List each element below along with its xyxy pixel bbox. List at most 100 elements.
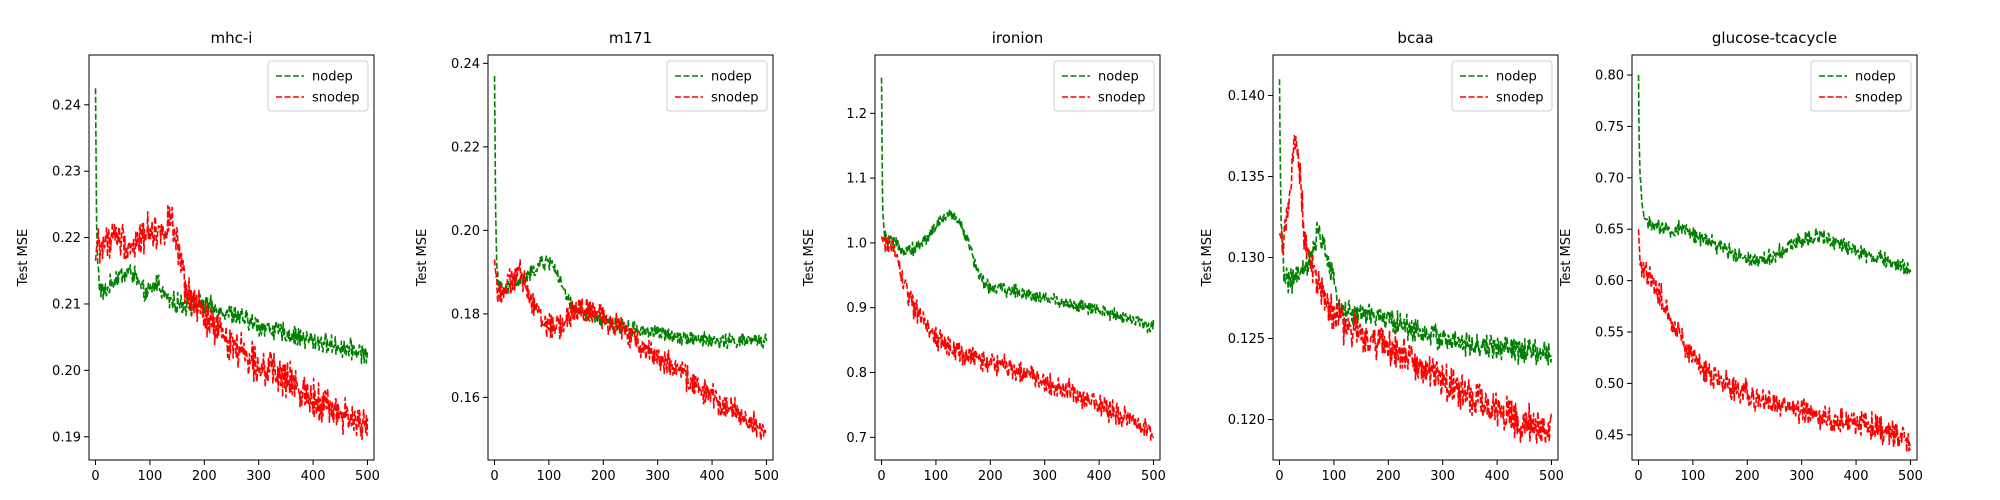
x-tick-label: 0	[1275, 469, 1283, 484]
legend-box	[267, 60, 369, 112]
x-tick-label: 100	[1681, 469, 1706, 484]
y-axis-label: Test MSE	[802, 229, 817, 287]
x-tick-label: 100	[1322, 469, 1347, 484]
y-tick-label: 0.21	[52, 297, 81, 312]
x-tick-label: 400	[301, 469, 326, 484]
legend-label-nodep: nodep	[1098, 70, 1139, 85]
y-tick-label: 1.1	[846, 172, 867, 187]
x-tick-label: 300	[1789, 469, 1814, 484]
x-tick-label: 300	[1032, 469, 1057, 484]
x-tick-label: 100	[537, 469, 562, 484]
series-line-snodep	[880, 234, 1155, 441]
x-tick-label: 300	[645, 469, 670, 484]
chart-title: m171	[609, 29, 652, 47]
y-tick-label: 0.60	[1595, 274, 1624, 289]
legend-label-nodep: nodep	[711, 70, 752, 85]
x-tick-label: 200	[978, 469, 1003, 484]
x-tick-label: 100	[924, 469, 949, 484]
chart-panel-0: mhc-i Test MSE 0 100 200 300 400 500 0.19 0.20 0.2…	[16, 29, 380, 484]
x-tick-label: 0	[91, 469, 99, 484]
y-tick-label: 0.7	[846, 431, 867, 446]
y-tick-label: 0.80	[1595, 69, 1624, 84]
y-tick-label: 0.9	[846, 301, 867, 316]
x-tick-label: 200	[1376, 469, 1401, 484]
x-tick-label: 0	[877, 469, 885, 484]
series-group	[880, 77, 1155, 441]
legend: nodep snodep	[267, 60, 369, 112]
y-tick-label: 1.0	[846, 236, 867, 251]
series-line-nodep	[1278, 79, 1553, 366]
x-tick-label: 500	[1141, 469, 1166, 484]
y-tick-label: 0.24	[451, 57, 480, 72]
y-tick-label: 0.20	[52, 364, 81, 379]
axes-frame	[1272, 54, 1559, 461]
y-tick-label: 0.125	[1228, 332, 1265, 347]
y-tick-label: 0.22	[451, 140, 480, 155]
y-tick-label: 0.120	[1228, 413, 1265, 428]
y-tick-label: 0.19	[52, 430, 81, 445]
series-group	[1637, 75, 1912, 453]
y-tick-label: 0.75	[1595, 120, 1624, 135]
x-tick-label: 300	[246, 469, 271, 484]
y-tick-label: 0.65	[1595, 223, 1624, 238]
legend-label-nodep: nodep	[312, 70, 353, 85]
x-tick-label: 0	[1634, 469, 1642, 484]
y-tick-label: 0.140	[1228, 89, 1265, 104]
axes-frame	[1631, 54, 1918, 461]
x-tick-label: 400	[1844, 469, 1869, 484]
legend-label-snodep: snodep	[1496, 91, 1543, 106]
series-line-snodep	[94, 204, 369, 441]
legend-box	[1810, 60, 1912, 112]
legend-label-snodep: snodep	[1098, 91, 1145, 106]
series-line-snodep	[1637, 229, 1912, 453]
legend-box	[1053, 60, 1155, 112]
y-tick-label: 0.8	[846, 366, 867, 381]
legend-label-nodep: nodep	[1496, 70, 1537, 85]
y-axis-label: Test MSE	[16, 229, 31, 287]
chart-panel-2: ironion Test MSE 0 100 200 300 400 500 0.7 0.8 0.9…	[802, 29, 1166, 484]
x-tick-label: 100	[138, 469, 163, 484]
x-tick-label: 200	[591, 469, 616, 484]
x-tick-label: 300	[1430, 469, 1455, 484]
series-group	[1278, 79, 1553, 445]
chart-panel-3: bcaa Test MSE 0 100 200 300 400 500 0.120 0.125 0.…	[1200, 29, 1564, 484]
y-tick-label: 0.22	[52, 231, 81, 246]
x-tick-label: 400	[700, 469, 725, 484]
axes-frame	[487, 54, 774, 461]
series-line-snodep	[493, 259, 767, 441]
series-line-snodep	[1278, 134, 1553, 445]
chart-title: glucose-tcacycle	[1712, 29, 1837, 47]
legend: nodep snodep	[1053, 60, 1155, 112]
legend-label-snodep: snodep	[711, 91, 758, 106]
axes-frame	[874, 54, 1161, 461]
x-tick-label: 500	[1539, 469, 1564, 484]
y-tick-label: 0.55	[1595, 326, 1624, 341]
legend: nodep snodep	[1451, 60, 1553, 112]
y-tick-label: 0.16	[451, 391, 480, 406]
legend-box	[1451, 60, 1553, 112]
x-tick-label: 0	[490, 469, 498, 484]
chart-title: mhc-i	[211, 29, 253, 47]
axes-frame	[88, 54, 375, 461]
x-tick-label: 500	[355, 469, 380, 484]
legend: nodep snodep	[1810, 60, 1912, 112]
series-line-nodep	[880, 77, 1155, 334]
y-tick-label: 0.135	[1228, 170, 1265, 185]
y-tick-label: 0.70	[1595, 171, 1624, 186]
y-axis-label: Test MSE	[415, 229, 430, 287]
y-tick-label: 0.18	[451, 307, 480, 322]
legend: nodep snodep	[666, 60, 768, 112]
legend-label-snodep: snodep	[1855, 91, 1902, 106]
y-tick-label: 0.20	[451, 224, 480, 239]
x-tick-label: 500	[754, 469, 779, 484]
y-tick-label: 0.23	[52, 165, 81, 180]
chart-title: bcaa	[1397, 29, 1433, 47]
x-tick-label: 400	[1485, 469, 1510, 484]
y-tick-label: 0.24	[52, 98, 81, 113]
y-tick-label: 0.45	[1595, 428, 1624, 443]
legend-label-snodep: snodep	[312, 91, 359, 106]
x-tick-label: 400	[1087, 469, 1112, 484]
y-tick-label: 0.130	[1228, 251, 1265, 266]
y-axis-label: Test MSE	[1559, 229, 1574, 287]
